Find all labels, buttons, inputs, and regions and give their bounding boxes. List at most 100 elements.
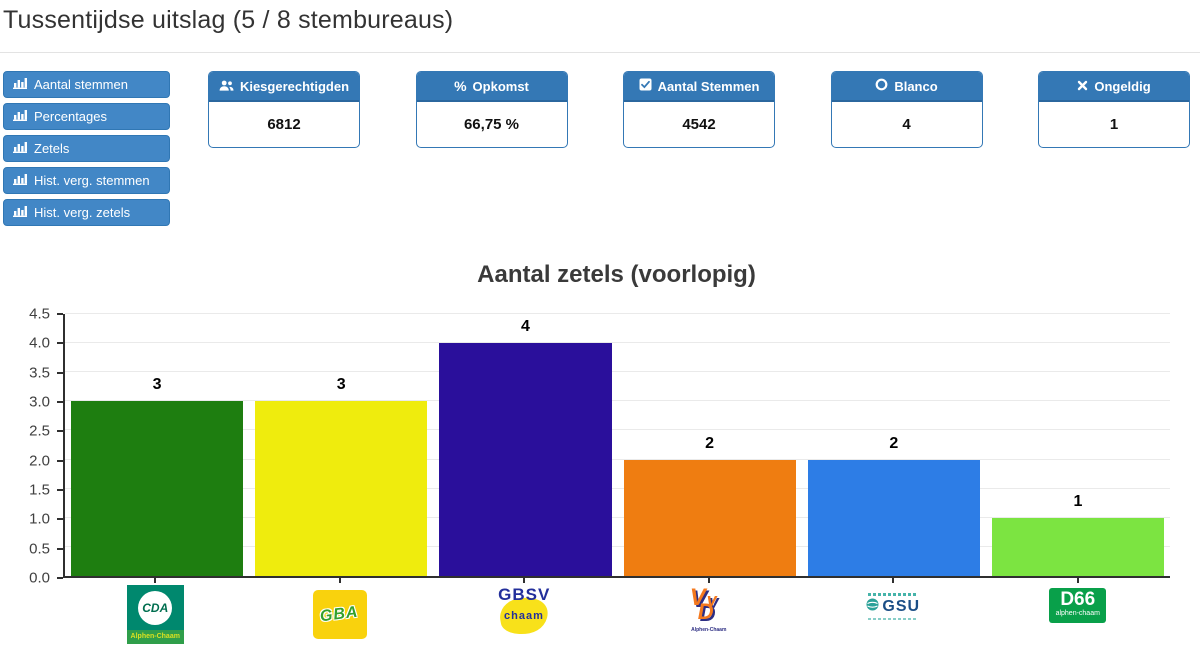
- gsu-logo-bottomline: [868, 618, 919, 620]
- x-tick: [338, 578, 341, 583]
- party-logo-gsu: GSU: [862, 593, 924, 622]
- view-switcher: Aantal stemmen Percentages Zetels Hist. …: [3, 71, 170, 226]
- nav-button-hist-verg-stemmen[interactable]: Hist. verg. stemmen: [3, 167, 170, 194]
- cda-logo-subtitle: Alphen-Chaam: [126, 630, 184, 644]
- y-axis-label: 4.0: [29, 334, 50, 352]
- vvd-logo-subtitle: Alphen-Chaam: [691, 627, 727, 633]
- title-divider: [0, 52, 1200, 53]
- stat-card-value: 66,75 %: [463, 116, 520, 133]
- bar-value-label: 3: [152, 376, 162, 394]
- x-axis-ticks: [63, 578, 1170, 583]
- y-axis-label: 3.5: [29, 364, 50, 382]
- bar-chart-icon: [13, 109, 27, 124]
- party-logo-vvd: V v D Alphen-Chaam: [685, 584, 733, 634]
- stat-card-value: 4542: [682, 116, 716, 133]
- stat-card-value: 4: [902, 116, 911, 133]
- vvd-logo-mark: V v D: [689, 584, 717, 624]
- bar-chart-icon: [13, 77, 27, 92]
- y-axis-label: 0.0: [29, 569, 50, 587]
- bar-value-label: 1: [1073, 492, 1083, 510]
- stat-card-label: Aantal Stemmen: [657, 78, 760, 94]
- y-axis-tick: [57, 342, 63, 345]
- stat-card-header: Aantal Stemmen: [624, 72, 774, 102]
- bar-gbsv: 4: [439, 318, 612, 576]
- users-icon: [219, 79, 234, 94]
- nav-button-label: Aantal stemmen: [34, 77, 128, 92]
- y-axis-tick: [57, 489, 63, 491]
- bar-value-label: 4: [520, 318, 530, 336]
- y-axis-label: 1.5: [29, 481, 50, 499]
- chart-title: Aantal zetels (voorlopig): [477, 261, 756, 288]
- gbsv-logo-subtitle: chaam: [504, 610, 545, 623]
- bar-chart-icon: [13, 141, 27, 156]
- y-axis: 0.0 0.5 1.0 1.5 2.0 2.5 3.0 3.5 4.0 4.5: [0, 307, 63, 586]
- gsu-logo-text: GSU: [882, 598, 921, 615]
- stat-card-label: Kiesgerechtigden: [239, 78, 350, 94]
- bar-slot-vvd: 2: [618, 314, 802, 576]
- x-tick: [154, 578, 157, 583]
- party-logo-cda: CDA Alphen-Chaam: [126, 585, 184, 644]
- stat-card-blanco: Blanco 4: [830, 71, 983, 148]
- y-axis-tick: [57, 313, 63, 315]
- bar-slot-gsu: 2: [802, 314, 986, 576]
- stat-card-header: Blanco: [831, 72, 982, 102]
- y-axis-label: 2.5: [29, 422, 50, 440]
- d66-logo-subtitle: alphen-chaam: [1055, 610, 1100, 617]
- y-axis-label: 3.0: [29, 393, 50, 411]
- bar-gsu: 2: [807, 435, 980, 576]
- stats-cards: Kiesgerechtigden 6812 % Opkomst 66,75 % …: [208, 71, 1190, 148]
- nav-button-aantal-stemmen[interactable]: Aantal stemmen: [3, 71, 170, 98]
- y-axis-tick: [57, 401, 63, 403]
- bar-value-label: 3: [336, 376, 346, 394]
- bar-vvd: 2: [623, 435, 796, 576]
- stat-card-label: Blanco: [894, 78, 938, 94]
- stat-card-label: Opkomst: [472, 78, 529, 94]
- percent-icon: %: [454, 78, 467, 94]
- y-axis-label: 1.0: [29, 510, 50, 528]
- x-icon: [1077, 79, 1088, 94]
- stat-card-ongeldig: Ongeldig 1: [1038, 71, 1190, 148]
- x-tick: [1076, 578, 1079, 583]
- bar-d66: 1: [991, 493, 1165, 576]
- y-axis-tick: [57, 459, 63, 462]
- nav-button-zetels[interactable]: Zetels: [3, 135, 170, 162]
- party-logo-d66: D66 alphen-chaam: [1049, 588, 1107, 623]
- bar-value-label: 2: [705, 434, 715, 452]
- gba-logo-text: GBA: [319, 603, 360, 625]
- y-axis-tick: [57, 577, 63, 579]
- bar-chart-icon: [13, 173, 27, 188]
- d66-logo-text: D66: [1060, 589, 1096, 610]
- bar-cda: 3: [70, 376, 244, 576]
- nav-button-percentages[interactable]: Percentages: [3, 103, 170, 130]
- stat-card-opkomst: % Opkomst 66,75 %: [415, 71, 568, 148]
- nav-button-label: Percentages: [34, 109, 107, 124]
- y-axis-label: 4.5: [29, 305, 50, 323]
- nav-button-label: Hist. verg. zetels: [34, 205, 131, 220]
- bar-slot-gba: 3: [249, 314, 433, 576]
- bar-value-label: 2: [889, 434, 899, 452]
- stat-card-label: Ongeldig: [1094, 78, 1151, 94]
- bar-slot-cda: 3: [65, 314, 249, 576]
- gbsv-logo-text: GBSV: [498, 585, 551, 604]
- bar-slot-gbsv: 4: [433, 314, 617, 576]
- bar-chart-icon: [13, 205, 27, 220]
- y-axis-tick: [57, 430, 63, 433]
- x-tick: [707, 578, 710, 583]
- y-axis-tick: [57, 518, 63, 521]
- y-axis-label: 2.0: [29, 452, 50, 470]
- stat-card-aantal-stemmen: Aantal Stemmen 4542: [623, 71, 775, 148]
- nav-button-label: Zetels: [34, 141, 70, 156]
- stat-card-header: Ongeldig: [1039, 72, 1189, 102]
- nav-button-hist-verg-zetels[interactable]: Hist. verg. zetels: [3, 199, 170, 226]
- bar-gba: 3: [255, 376, 428, 576]
- bars-row: 3 3 4 2 2 1: [65, 314, 1170, 576]
- gsu-leaf-icon: [866, 598, 879, 616]
- seats-bar-chart: 3 3 4 2 2 1: [63, 313, 1170, 578]
- circle-icon: [875, 78, 888, 94]
- y-axis-label: 0.5: [29, 540, 50, 558]
- party-logo-gbsv: GBSV chaam: [488, 585, 560, 638]
- cda-logo-text: CDA: [142, 600, 169, 615]
- cda-logo-mark: CDA: [126, 585, 184, 630]
- y-axis-tick: [57, 547, 63, 550]
